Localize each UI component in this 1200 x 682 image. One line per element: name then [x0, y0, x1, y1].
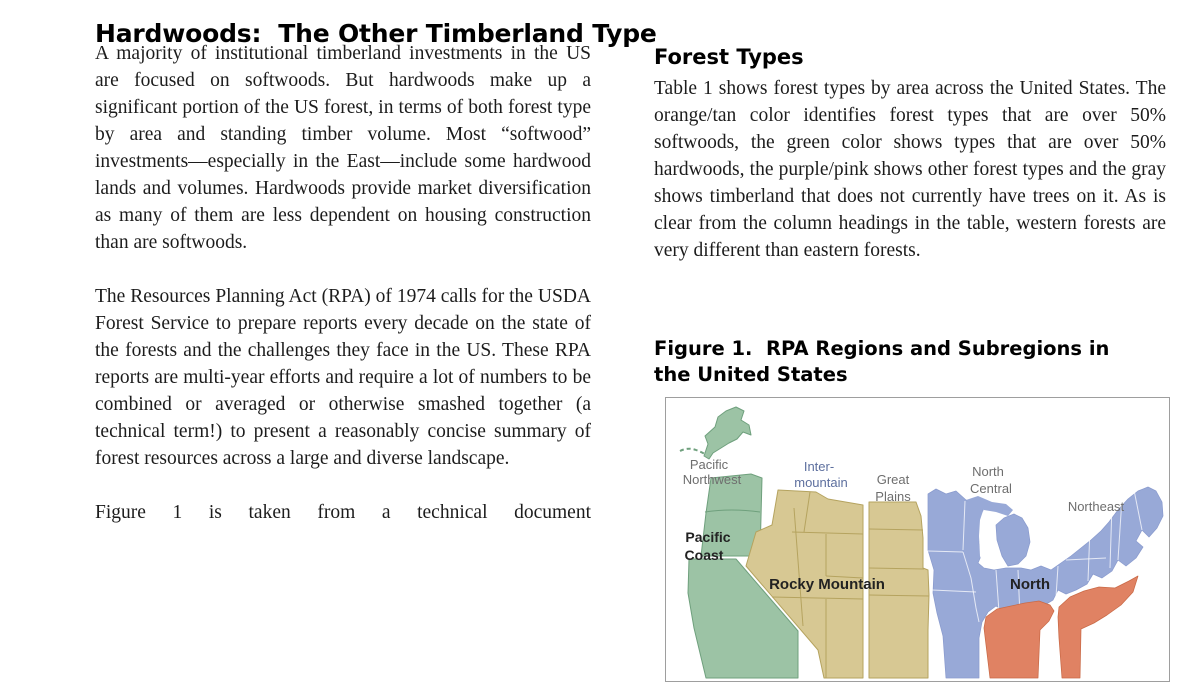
section-heading-forest-types: Forest Types — [654, 45, 804, 69]
map-region-north — [927, 486, 1164, 679]
figure-caption: Figure 1. RPA Regions and Subregions in … — [654, 336, 1154, 388]
map-label-north-central: North — [972, 464, 1004, 479]
map-label-north: North — [1010, 576, 1050, 593]
page-title: Hardwoods: The Other Timberland Type — [95, 18, 657, 48]
left-column: A majority of institutional timberland i… — [95, 40, 591, 553]
right-column: Forest Types Table 1 shows forest types … — [654, 44, 1166, 291]
map-state-lines-plains — [868, 528, 930, 597]
map-state-lines-north — [927, 489, 1143, 623]
map-label-intermountain: Inter- — [804, 459, 834, 474]
map-state-line — [704, 509, 761, 513]
figure-caption-line: the United States — [654, 363, 848, 386]
map-lake-michigan — [979, 511, 993, 568]
body-paragraph: The Resources Planning Act (RPA) of 1974… — [95, 286, 591, 469]
figure-1-map: Pacific Northwest Inter- mountain Great … — [665, 397, 1170, 682]
map-label-pacific-northwest: Pacific — [690, 457, 729, 472]
map-shape-upper-peninsula — [966, 496, 1013, 516]
map-label-northeast: Northeast — [1068, 499, 1125, 514]
map-label-rocky-mountain: Rocky Mountain — [769, 576, 885, 593]
map-label-great-plains: Plains — [875, 489, 911, 504]
body-paragraph-truncated: Figure 1 is taken from a technical docum… — [95, 502, 591, 523]
map-shape-alaska — [703, 406, 752, 460]
map-label-great-plains: Great — [877, 472, 910, 487]
map-shape-aleutians — [679, 447, 707, 456]
map-label-pacific-northwest: Northwest — [683, 472, 742, 487]
map-shape-michigan-mitten — [995, 513, 1031, 567]
us-rpa-regions-map: Pacific Northwest Inter- mountain Great … — [679, 406, 1164, 679]
map-label-pacific-coast: Pacific — [685, 529, 730, 545]
map-lake-erie — [1064, 526, 1092, 548]
body-paragraph: A majority of institutional timberland i… — [95, 43, 591, 253]
map-label-intermountain: mountain — [794, 475, 847, 490]
figure-caption-line: Figure 1. RPA Regions and Subregions in — [654, 337, 1110, 360]
map-shape-south-west-lobe — [983, 600, 1055, 679]
document-page: { "page_title": "Hardwoods:\u00a0 The Ot… — [95, 18, 1170, 682]
map-label-north-central: Central — [970, 481, 1012, 496]
map-label-pacific-coast: Coast — [685, 547, 724, 563]
body-paragraph: Table 1 shows forest types by area acros… — [654, 78, 1166, 261]
